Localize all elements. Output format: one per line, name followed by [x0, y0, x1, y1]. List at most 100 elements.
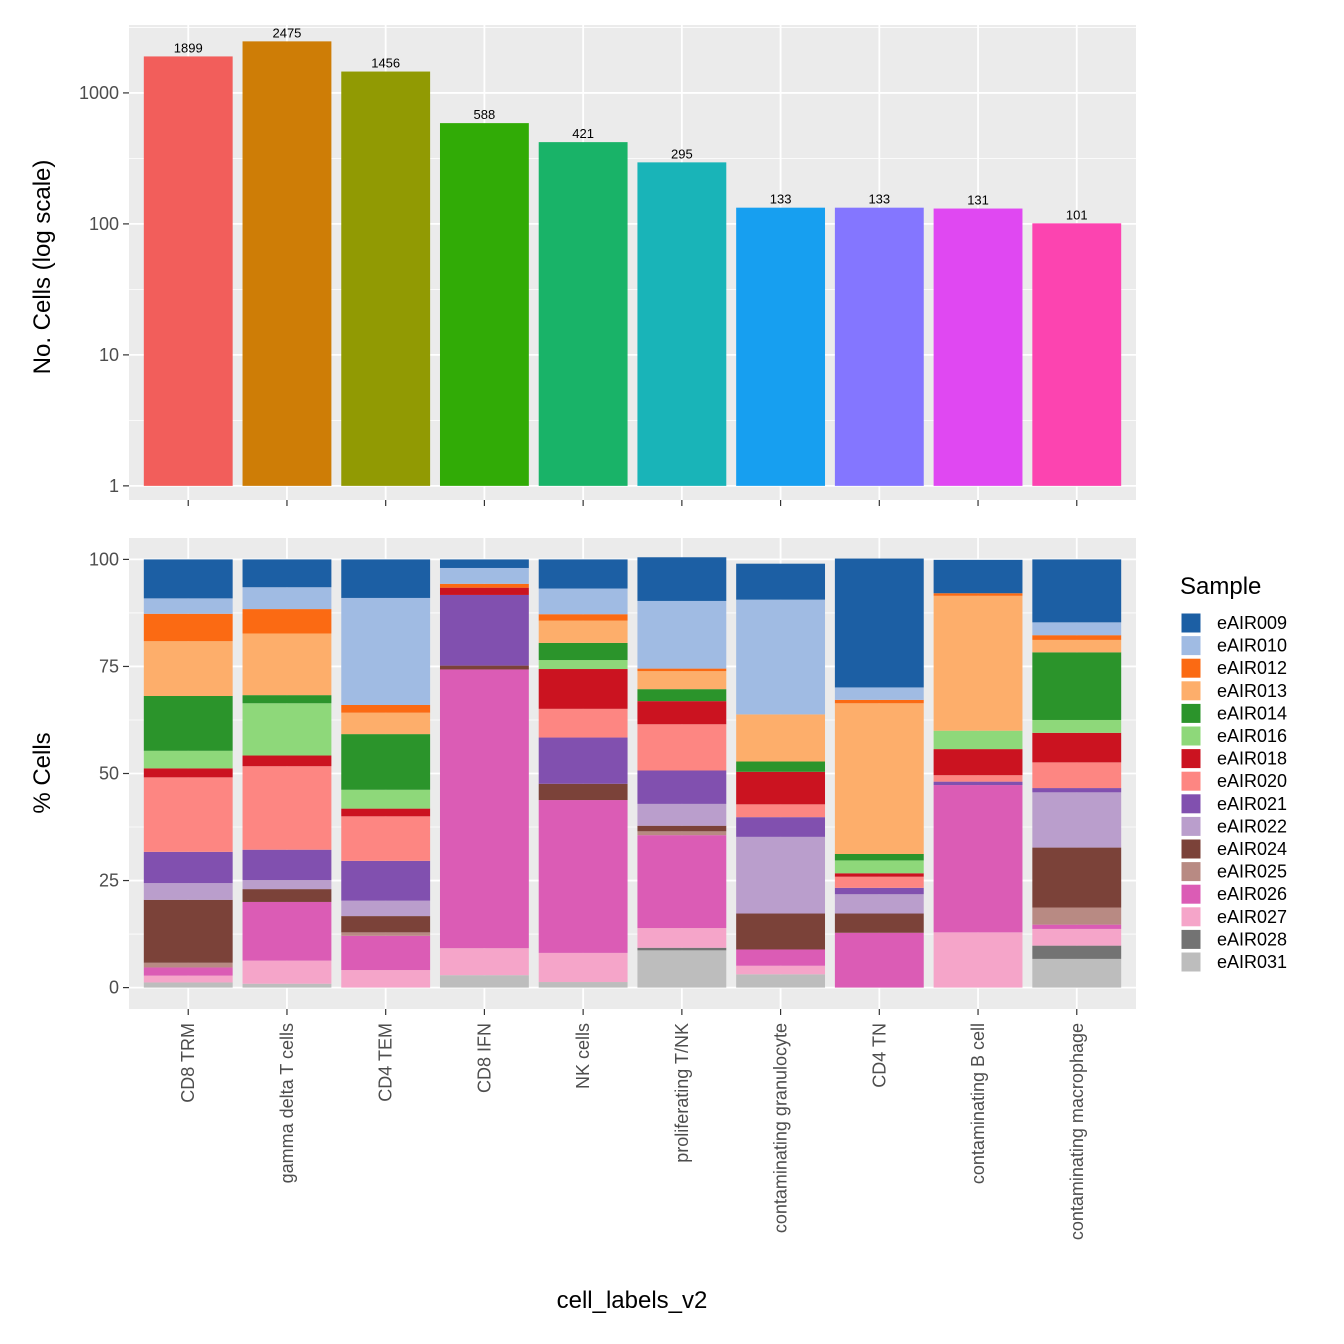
- stack-segment: [637, 724, 727, 771]
- stack-segment: [834, 913, 924, 933]
- stack-segment: [834, 860, 924, 874]
- legend-swatch: [1180, 815, 1202, 837]
- stack-segment: [1032, 928, 1122, 946]
- legend-swatch: [1180, 680, 1202, 702]
- stack-segment: [538, 737, 628, 784]
- bottom-y-tick-label: 100: [89, 549, 119, 569]
- top-y-tick-label: 1000: [79, 83, 119, 103]
- stack-segment: [242, 633, 332, 696]
- stack-segment: [341, 704, 431, 713]
- stack-segment: [143, 750, 233, 769]
- stack-segment: [242, 695, 332, 704]
- stack-segment: [439, 587, 529, 595]
- stack-segment: [242, 889, 332, 902]
- stack-segment: [736, 804, 826, 818]
- stack-segment: [242, 703, 332, 756]
- count-bar: [933, 208, 1023, 486]
- stack-segment: [143, 883, 233, 900]
- bottom-y-axis: 0 25 50 75 100: [89, 549, 129, 998]
- x-tick-label: CD8 TRM: [178, 1023, 198, 1103]
- legend-label: eAIR027: [1217, 907, 1287, 927]
- x-tick-label: CD4 TEM: [376, 1023, 396, 1102]
- count-bar: [736, 207, 826, 486]
- stack-segment: [834, 873, 924, 877]
- stack-segment: [439, 669, 529, 949]
- legend-swatch: [1180, 748, 1202, 770]
- stack-segment: [1032, 792, 1122, 848]
- stack-segment: [341, 916, 431, 933]
- stack-segment: [1032, 762, 1122, 789]
- stack-segment: [736, 817, 826, 837]
- stack-segment: [439, 594, 529, 666]
- legend-swatch: [1180, 702, 1202, 724]
- stack-segment: [736, 714, 826, 762]
- bottom-y-axis-title: % Cells: [29, 732, 56, 813]
- stack-segment: [538, 783, 628, 801]
- legend-label: eAIR024: [1217, 839, 1287, 859]
- legend-swatch: [1180, 861, 1202, 883]
- legend-label: eAIR018: [1217, 749, 1287, 769]
- stack-segment: [834, 894, 924, 914]
- top-y-axis-title: No. Cells (log scale): [29, 160, 56, 375]
- stack-segment: [834, 932, 924, 988]
- stack-segment: [1032, 788, 1122, 793]
- stack-segment: [242, 587, 332, 610]
- stack-segment: [242, 901, 332, 961]
- stack-segment: [736, 761, 826, 772]
- stack-segment: [736, 949, 826, 966]
- stack-segment: [637, 831, 727, 836]
- top-y-tick-label: 10: [99, 345, 119, 365]
- stack-segment: [242, 849, 332, 881]
- stack-segment: [637, 825, 727, 832]
- stack-segment: [341, 808, 431, 817]
- stack-segment: [736, 913, 826, 950]
- stack-segment: [538, 708, 628, 738]
- stack-segment: [933, 932, 1023, 988]
- stack-segment: [538, 660, 628, 670]
- count-bar: [1032, 223, 1122, 486]
- stack-segment: [1032, 924, 1122, 929]
- stack-segment: [736, 974, 826, 988]
- stack-segment: [143, 768, 233, 778]
- stack-segment: [341, 559, 431, 598]
- stack-segment: [143, 641, 233, 696]
- legend-label: eAIR028: [1217, 929, 1287, 949]
- stack-segment: [341, 935, 431, 971]
- stack-segment: [1032, 635, 1122, 640]
- top-y-tick-label: 1: [109, 476, 119, 496]
- legend-swatch: [1180, 793, 1202, 815]
- legend-label: eAIR016: [1217, 726, 1287, 746]
- legend-swatch: [1180, 635, 1202, 657]
- legend-label: eAIR025: [1217, 862, 1287, 882]
- legend-label: eAIR010: [1217, 636, 1287, 656]
- stack-segment: [439, 948, 529, 976]
- stack-segment: [341, 734, 431, 790]
- count-bar: [341, 71, 431, 486]
- top-y-axis: 1 10 100 1000: [79, 83, 1078, 506]
- count-bar: [143, 56, 233, 486]
- stack-segment: [143, 962, 233, 968]
- legend-label: eAIR012: [1217, 658, 1287, 678]
- stack-segment: [1032, 639, 1122, 653]
- x-tick-label: contaminating macrophage: [1067, 1023, 1087, 1240]
- bottom-y-tick-label: 25: [99, 871, 119, 891]
- count-bar: [242, 41, 332, 486]
- legend-swatch: [1180, 657, 1202, 679]
- stack-segment: [933, 593, 1023, 596]
- x-tick-label: contaminating B cell: [968, 1023, 988, 1184]
- stack-segment: [143, 559, 233, 599]
- stack-segment: [1032, 652, 1122, 720]
- legend-label: eAIR021: [1217, 794, 1287, 814]
- stack-segment: [242, 609, 332, 634]
- stack-segment: [637, 950, 727, 988]
- stack-segment: [143, 598, 233, 614]
- stack-segment: [834, 687, 924, 700]
- stack-segment: [143, 899, 233, 963]
- legend-label: eAIR026: [1217, 884, 1287, 904]
- x-tick-label: proliferating T/NK: [672, 1023, 692, 1163]
- stack-segment: [736, 599, 826, 715]
- x-tick-label: CD8 IFN: [474, 1023, 494, 1093]
- legend-swatch: [1180, 838, 1202, 860]
- legend-label: eAIR031: [1217, 952, 1287, 972]
